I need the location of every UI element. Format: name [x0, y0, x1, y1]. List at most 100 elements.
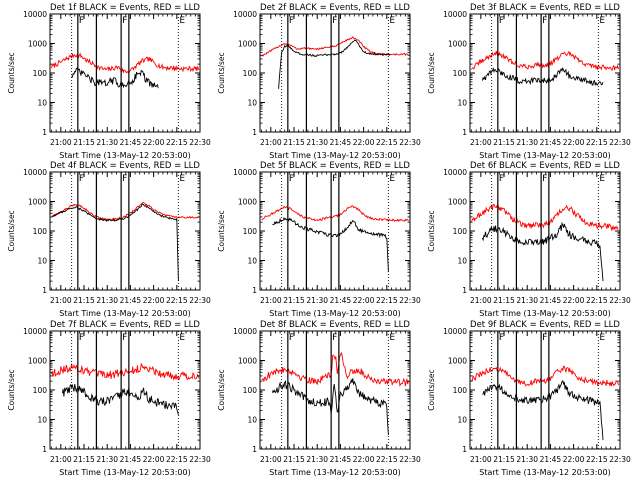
series-lld-line [261, 36, 409, 57]
plot-data [471, 203, 619, 282]
y-tick-label: 100 [243, 386, 258, 395]
x-axis-label: Start Time (13-May-12 20:53:00) [59, 468, 190, 477]
y-tick-label: 100 [33, 227, 48, 236]
x-tick-label: 21:45 [120, 138, 142, 147]
series-events-line [51, 203, 179, 282]
series-events-line [481, 221, 604, 282]
series-lld-line [261, 205, 409, 223]
series-lld-line [261, 351, 409, 388]
panel-title: Det 4f BLACK = Events, RED = LLD [50, 161, 200, 171]
y-tick-label: 10 [37, 416, 47, 425]
x-tick-label: 21:45 [540, 455, 562, 464]
x-tick-label: 22:15 [586, 296, 608, 305]
x-tick-label: 22:30 [189, 296, 211, 305]
y-tick-label: 10000 [233, 327, 257, 336]
x-tick-label: 22:15 [166, 138, 188, 147]
x-tick-label: 21:30 [306, 455, 328, 464]
series-events-line [482, 380, 604, 441]
y-tick-label: 10000 [443, 168, 467, 177]
x-tick-label: 21:00 [260, 138, 282, 147]
y-axis-label: Counts/sec [7, 369, 16, 410]
plot-data [471, 50, 619, 86]
panel-title: Det 7f BLACK = Events, RED = LLD [50, 320, 200, 330]
y-tick-label: 1 [252, 286, 257, 295]
time-marker-label: F [79, 333, 84, 343]
plot-frame [469, 330, 621, 450]
x-tick-label: 22:00 [563, 455, 585, 464]
x-tick-label: 21:45 [120, 455, 142, 464]
x-tick-label: 22:30 [609, 455, 631, 464]
y-tick-label: 10000 [443, 10, 467, 19]
x-tick-label: 21:15 [73, 455, 95, 464]
series-events-line [278, 39, 391, 89]
series-events-line [61, 383, 179, 416]
series-lld-line [471, 203, 619, 232]
y-tick-label: 1 [462, 286, 467, 295]
x-tick-label: 22:30 [609, 296, 631, 305]
panel-det-9: Det 9f BLACK = Events, RED = LLD Counts/s… [427, 320, 631, 477]
series-lld-line [471, 365, 619, 387]
x-tick-label: 22:15 [586, 455, 608, 464]
x-axis-label: Start Time (13-May-12 20:53:00) [479, 468, 610, 477]
y-axis-label: Counts/sec [427, 52, 436, 93]
time-marker-label: E [389, 174, 395, 184]
y-tick-label: 10 [247, 416, 257, 425]
panel-det-8: Det 8f BLACK = Events, RED = LLD Counts/s… [217, 320, 421, 477]
x-tick-label: 21:30 [306, 138, 328, 147]
plot-data [261, 36, 409, 89]
time-marker-label: F [79, 174, 84, 184]
y-tick-label: 10000 [23, 10, 47, 19]
x-tick-label: 21:15 [73, 138, 95, 147]
y-tick-label: 10000 [233, 10, 257, 19]
y-tick-label: 1000 [448, 357, 467, 366]
x-tick-label: 21:00 [260, 455, 282, 464]
y-tick-label: 1 [42, 445, 47, 454]
x-tick-label: 21:30 [516, 138, 538, 147]
y-tick-label: 1000 [238, 198, 257, 207]
x-tick-label: 21:45 [120, 296, 142, 305]
x-tick-label: 21:45 [540, 138, 562, 147]
plot-data [261, 351, 409, 435]
series-events-line [272, 216, 389, 273]
x-tick-label: 21:00 [50, 296, 72, 305]
y-tick-label: 1 [42, 286, 47, 295]
y-axis-label: Counts/sec [217, 210, 226, 251]
x-tick-label: 21:15 [493, 296, 515, 305]
y-tick-label: 1 [252, 445, 257, 454]
x-axis-label: Start Time (13-May-12 20:53:00) [269, 151, 400, 160]
series-events-line [481, 67, 604, 86]
x-tick-label: 22:00 [353, 138, 375, 147]
y-tick-label: 10 [37, 257, 47, 266]
plot-data [261, 205, 409, 273]
panel-title: Det 2f BLACK = Events, RED = LLD [260, 3, 410, 13]
plot-frame [259, 13, 411, 133]
y-axis-label: Counts/sec [7, 210, 16, 251]
series-lld-line [471, 50, 619, 71]
series-events-line [271, 378, 389, 435]
x-tick-label: 22:30 [399, 138, 421, 147]
time-marker-label: F [499, 333, 504, 343]
x-tick-label: 21:45 [330, 455, 352, 464]
time-marker-label: E [599, 333, 605, 343]
plot-frame [49, 13, 201, 133]
plot-data [51, 52, 199, 89]
x-axis-label: Start Time (13-May-12 20:53:00) [269, 309, 400, 318]
y-tick-label: 10 [247, 257, 257, 266]
x-tick-label: 22:15 [376, 455, 398, 464]
x-tick-label: 21:15 [493, 138, 515, 147]
x-tick-label: 21:15 [283, 455, 305, 464]
y-tick-label: 100 [33, 69, 48, 78]
panel-title: Det 9f BLACK = Events, RED = LLD [470, 320, 620, 330]
y-tick-label: 10 [457, 416, 467, 425]
x-axis-label: Start Time (13-May-12 20:53:00) [59, 151, 190, 160]
x-axis-label: Start Time (13-May-12 20:53:00) [479, 309, 610, 318]
x-tick-label: 21:30 [96, 138, 118, 147]
plot-frame [469, 171, 621, 291]
y-axis-label: Counts/sec [217, 369, 226, 410]
x-tick-label: 22:00 [353, 455, 375, 464]
plot-data [51, 202, 199, 282]
x-tick-label: 22:00 [143, 138, 165, 147]
time-marker-label: E [179, 174, 185, 184]
plot-frame [259, 171, 411, 291]
time-marker-label: E [389, 16, 395, 26]
